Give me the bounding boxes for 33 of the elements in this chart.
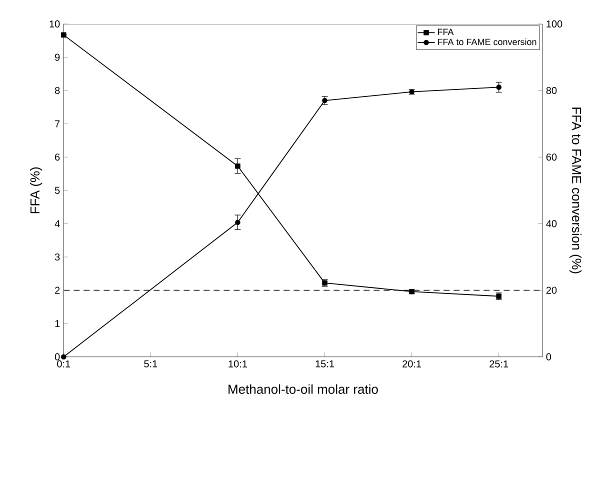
- x-tick-label: 0:1: [57, 360, 70, 368]
- y-tick-label: 1: [55, 320, 60, 327]
- point: [235, 220, 240, 225]
- y2-tick-label: 40: [546, 220, 557, 228]
- y-tick-label: 3: [54, 253, 60, 261]
- y-tick-label: 8: [54, 86, 60, 94]
- y2-tick-label: 20: [546, 286, 557, 294]
- y-tick-label: 0: [54, 353, 60, 360]
- x-tick-label: 25:1: [490, 360, 508, 368]
- y-tick-label: 4: [54, 220, 60, 228]
- y-tick-label: 10: [50, 20, 60, 28]
- point: [60, 354, 66, 360]
- x-tick-label: 10:1: [228, 360, 247, 368]
- y-tick-label: 9: [55, 54, 60, 61]
- y2-tick-label: 80: [546, 86, 557, 94]
- y-tick-label: 7: [55, 120, 60, 128]
- point: [496, 84, 502, 90]
- y-tick-label: 2: [55, 286, 60, 294]
- legend-label: FFA: [438, 28, 454, 36]
- y-axis-title: FFA (%): [30, 167, 42, 214]
- y2-tick-label: 60: [546, 154, 557, 161]
- y2-tick-label: 100: [546, 20, 562, 28]
- x-tick-label: 20:1: [402, 360, 422, 368]
- point: [60, 32, 66, 38]
- x-tick-label: 15:1: [316, 360, 334, 368]
- y-tick-label: 6: [55, 154, 60, 161]
- x-tick-label: 5:1: [144, 360, 158, 368]
- y2-axis-title: FFA to FAME conversion (%): [569, 108, 582, 274]
- legend-label: FFA to FAME conversion: [438, 38, 536, 46]
- y-tick-label: 5: [54, 186, 60, 194]
- y2-tick-label: 0: [546, 353, 552, 360]
- point: [235, 163, 240, 169]
- x-axis-title: Methanol-to-oil molar ratio: [228, 384, 378, 394]
